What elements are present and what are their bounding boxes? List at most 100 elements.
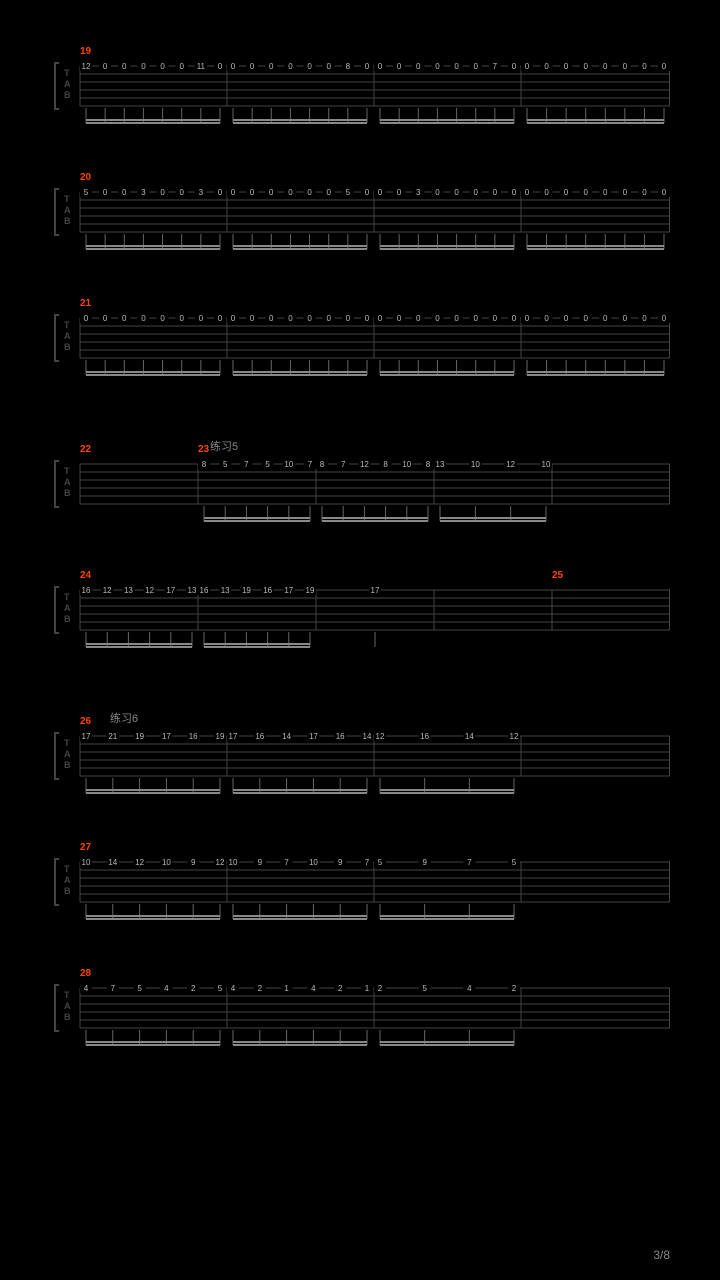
svg-text:0: 0 <box>662 314 667 323</box>
svg-text:13: 13 <box>124 586 133 595</box>
svg-text:2: 2 <box>512 984 517 993</box>
svg-text:1: 1 <box>365 984 370 993</box>
svg-text:17: 17 <box>309 732 318 741</box>
svg-text:7: 7 <box>284 858 289 867</box>
svg-text:0: 0 <box>103 314 108 323</box>
svg-text:19: 19 <box>242 586 251 595</box>
svg-text:T: T <box>64 864 70 874</box>
svg-text:4: 4 <box>164 984 169 993</box>
svg-text:0: 0 <box>662 62 667 71</box>
section-label: 练习5 <box>210 438 670 454</box>
svg-text:0: 0 <box>544 62 549 71</box>
svg-text:7: 7 <box>467 858 472 867</box>
svg-text:0: 0 <box>160 314 165 323</box>
svg-text:16: 16 <box>336 732 345 741</box>
svg-text:0: 0 <box>326 314 331 323</box>
svg-text:0: 0 <box>525 62 530 71</box>
svg-text:0: 0 <box>307 188 312 197</box>
staff-svg: TAB4754254214212542 <box>50 982 670 1060</box>
svg-text:8: 8 <box>202 460 207 469</box>
svg-text:3: 3 <box>416 188 421 197</box>
svg-text:0: 0 <box>218 62 223 71</box>
measure-number: 20 <box>80 172 91 183</box>
svg-text:0: 0 <box>416 62 421 71</box>
svg-text:7: 7 <box>365 858 370 867</box>
svg-text:7: 7 <box>493 62 498 71</box>
svg-text:5: 5 <box>346 188 351 197</box>
svg-text:0: 0 <box>179 62 184 71</box>
svg-text:0: 0 <box>493 188 498 197</box>
svg-text:0: 0 <box>326 62 331 71</box>
svg-text:0: 0 <box>454 188 459 197</box>
svg-text:4: 4 <box>231 984 236 993</box>
svg-text:5: 5 <box>378 858 383 867</box>
svg-text:A: A <box>64 1001 71 1011</box>
svg-text:10: 10 <box>162 858 171 867</box>
svg-text:0: 0 <box>231 62 236 71</box>
svg-text:8: 8 <box>426 460 431 469</box>
svg-text:3: 3 <box>199 188 204 197</box>
svg-text:0: 0 <box>397 314 402 323</box>
svg-text:8: 8 <box>320 460 325 469</box>
svg-text:16: 16 <box>263 586 272 595</box>
svg-text:0: 0 <box>365 188 370 197</box>
measure-number: 26 <box>80 716 91 727</box>
svg-text:0: 0 <box>662 188 667 197</box>
staff-row: 2223TAB85751078712810813101210 <box>50 458 670 536</box>
svg-text:0: 0 <box>122 62 127 71</box>
svg-text:T: T <box>64 466 70 476</box>
svg-text:0: 0 <box>103 188 108 197</box>
svg-text:0: 0 <box>623 314 628 323</box>
svg-text:T: T <box>64 738 70 748</box>
staff-svg: TAB50030030000000500030000000000000 <box>50 186 670 264</box>
svg-text:10: 10 <box>471 460 480 469</box>
svg-text:0: 0 <box>397 188 402 197</box>
svg-text:B: B <box>64 488 71 498</box>
svg-text:A: A <box>64 79 71 89</box>
svg-text:0: 0 <box>378 188 383 197</box>
svg-text:8: 8 <box>346 62 351 71</box>
svg-text:0: 0 <box>365 314 370 323</box>
svg-text:0: 0 <box>564 188 569 197</box>
svg-text:0: 0 <box>269 62 274 71</box>
svg-text:0: 0 <box>231 314 236 323</box>
svg-text:12: 12 <box>376 732 385 741</box>
staff-row: 28TAB4754254214212542 <box>50 982 670 1060</box>
svg-text:17: 17 <box>284 586 293 595</box>
svg-text:14: 14 <box>363 732 372 741</box>
svg-text:12: 12 <box>82 62 91 71</box>
svg-text:16: 16 <box>189 732 198 741</box>
page-number: 3/8 <box>653 1248 670 1262</box>
svg-text:16: 16 <box>420 732 429 741</box>
svg-text:A: A <box>64 875 71 885</box>
svg-text:10: 10 <box>284 460 293 469</box>
svg-text:0: 0 <box>583 62 588 71</box>
svg-text:0: 0 <box>544 314 549 323</box>
svg-text:0: 0 <box>160 188 165 197</box>
svg-text:0: 0 <box>525 188 530 197</box>
svg-text:14: 14 <box>465 732 474 741</box>
svg-text:B: B <box>64 90 71 100</box>
svg-text:0: 0 <box>269 188 274 197</box>
svg-text:0: 0 <box>250 314 255 323</box>
svg-text:13: 13 <box>436 460 445 469</box>
svg-text:T: T <box>64 68 70 78</box>
svg-text:A: A <box>64 331 71 341</box>
svg-text:10: 10 <box>402 460 411 469</box>
svg-text:B: B <box>64 1012 71 1022</box>
svg-text:12: 12 <box>145 586 154 595</box>
svg-text:0: 0 <box>288 62 293 71</box>
svg-text:0: 0 <box>378 62 383 71</box>
measure-number: 28 <box>80 968 91 979</box>
svg-text:0: 0 <box>218 188 223 197</box>
svg-text:7: 7 <box>341 460 346 469</box>
svg-text:0: 0 <box>473 188 478 197</box>
measure-number: 22 <box>80 444 91 455</box>
measure-number: 21 <box>80 298 91 309</box>
svg-text:B: B <box>64 216 71 226</box>
svg-text:0: 0 <box>642 62 647 71</box>
measure-number: 19 <box>80 46 91 57</box>
tab-page: 19TAB12000001100000008000000070000000002… <box>0 0 720 1138</box>
svg-text:0: 0 <box>642 188 647 197</box>
svg-text:0: 0 <box>564 62 569 71</box>
